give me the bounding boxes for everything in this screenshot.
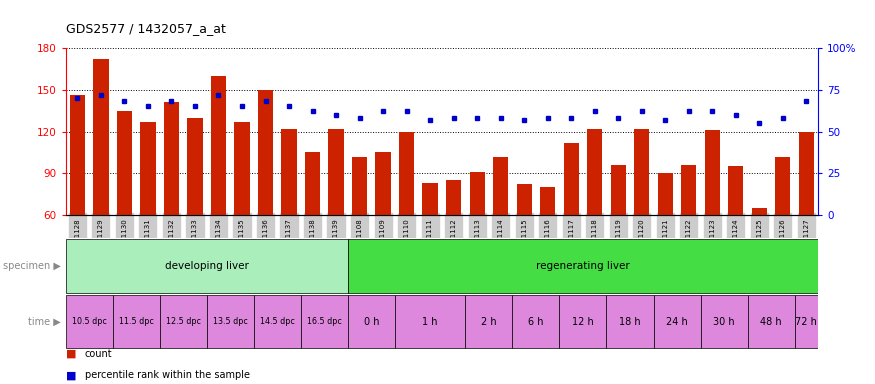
Text: specimen ▶: specimen ▶ (4, 261, 61, 271)
Bar (304, 152, 320, 215)
Bar (113, 295, 160, 348)
Bar (234, 122, 249, 215)
Text: count: count (85, 349, 113, 359)
Bar (211, 76, 226, 215)
Bar (66, 239, 348, 293)
Bar (681, 165, 696, 215)
Bar (634, 129, 649, 215)
Bar (187, 118, 203, 215)
Bar (513, 295, 559, 348)
Text: percentile rank within the sample: percentile rank within the sample (85, 370, 250, 380)
Bar (493, 157, 508, 215)
Bar (446, 180, 461, 215)
Bar (116, 111, 132, 215)
Bar (328, 129, 344, 215)
Bar (799, 131, 814, 215)
Bar (206, 295, 254, 348)
Bar (747, 295, 794, 348)
Bar (70, 95, 85, 215)
Bar (775, 157, 790, 215)
Text: 72 h: 72 h (795, 316, 817, 327)
Text: 11.5 dpc: 11.5 dpc (119, 317, 154, 326)
Bar (728, 166, 744, 215)
Text: 6 h: 6 h (528, 316, 543, 327)
Bar (794, 295, 818, 348)
Text: developing liver: developing liver (164, 261, 248, 271)
Text: ■: ■ (66, 370, 76, 380)
Bar (164, 102, 179, 215)
Bar (540, 187, 556, 215)
Bar (470, 172, 485, 215)
Bar (466, 295, 513, 348)
Text: time ▶: time ▶ (29, 316, 61, 327)
Text: 18 h: 18 h (620, 316, 640, 327)
Text: GDS2577 / 1432057_a_at: GDS2577 / 1432057_a_at (66, 22, 226, 35)
Text: 2 h: 2 h (481, 316, 497, 327)
Bar (66, 295, 113, 348)
Bar (94, 59, 108, 215)
Text: 48 h: 48 h (760, 316, 782, 327)
Bar (258, 90, 273, 215)
Bar (516, 184, 532, 215)
Bar (282, 129, 297, 215)
Text: 16.5 dpc: 16.5 dpc (307, 317, 342, 326)
Bar (611, 165, 626, 215)
Bar (701, 295, 747, 348)
Text: 13.5 dpc: 13.5 dpc (213, 317, 248, 326)
Bar (587, 129, 602, 215)
Bar (140, 122, 156, 215)
Bar (348, 295, 395, 348)
Bar (752, 208, 767, 215)
Text: 10.5 dpc: 10.5 dpc (72, 317, 107, 326)
Bar (348, 239, 818, 293)
Bar (399, 131, 414, 215)
Bar (395, 295, 466, 348)
Bar (301, 295, 348, 348)
Bar (606, 295, 654, 348)
Bar (375, 152, 391, 215)
Text: 24 h: 24 h (666, 316, 688, 327)
Bar (704, 130, 720, 215)
Bar (160, 295, 206, 348)
Text: 1 h: 1 h (423, 316, 438, 327)
Text: 12 h: 12 h (572, 316, 594, 327)
Bar (352, 157, 367, 215)
Bar (559, 295, 606, 348)
Text: 14.5 dpc: 14.5 dpc (260, 317, 295, 326)
Text: ■: ■ (66, 349, 76, 359)
Text: 12.5 dpc: 12.5 dpc (165, 317, 200, 326)
Bar (654, 295, 701, 348)
Text: 0 h: 0 h (364, 316, 379, 327)
Bar (254, 295, 301, 348)
Text: regenerating liver: regenerating liver (536, 261, 630, 271)
Bar (564, 143, 579, 215)
Bar (658, 173, 673, 215)
Bar (423, 183, 438, 215)
Text: 30 h: 30 h (713, 316, 735, 327)
